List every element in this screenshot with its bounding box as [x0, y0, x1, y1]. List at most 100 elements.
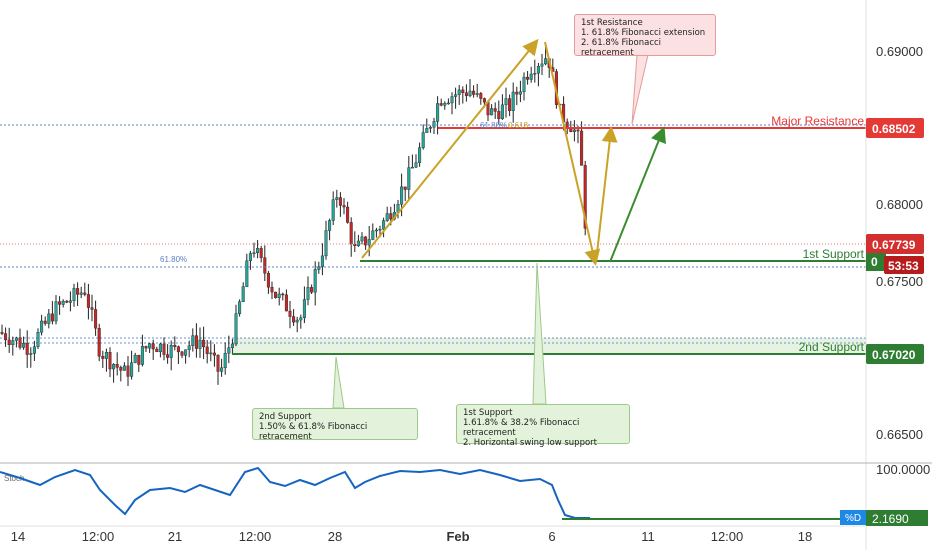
fib-extension-arrow-up [361, 38, 539, 259]
first-support-tag: 0 [866, 253, 886, 271]
candle-body [151, 343, 155, 350]
candle-body [119, 367, 123, 371]
target-arrow-gold [595, 126, 618, 263]
candle-body [439, 103, 443, 106]
resistance-fib-label: 61.80% [480, 121, 507, 130]
candle-body [187, 345, 191, 350]
svg-text:0.67739: 0.67739 [872, 238, 916, 252]
candle-body [223, 352, 227, 369]
candle-body [299, 317, 303, 321]
time-tick-label: 6 [548, 529, 555, 544]
candle-body [191, 335, 195, 346]
candle-body [36, 332, 40, 347]
candle-body [94, 309, 98, 329]
candle-body [421, 132, 425, 148]
svg-text:0.67020: 0.67020 [872, 348, 916, 362]
svg-text:0.68502: 0.68502 [872, 122, 916, 136]
candle-body [212, 352, 216, 356]
stoch-top-value: 100.0000 [876, 462, 930, 477]
price-axis[interactable] [866, 0, 932, 550]
candle-body [148, 343, 152, 349]
candle-body [468, 90, 472, 96]
candle-body [288, 310, 292, 317]
candle-body [256, 248, 260, 254]
candle-body [238, 301, 242, 314]
candle-body [356, 240, 360, 246]
countdown-tag: 53:53 [884, 256, 924, 274]
stoch-value-tag: 2.1690 [866, 510, 928, 526]
major-resistance-label: Major Resistance [771, 114, 864, 128]
first-support-note-line2: 2. Horizontal swing low support [463, 438, 597, 448]
candle-body [450, 96, 454, 104]
candle-body [40, 320, 44, 333]
second-support-tag: 0.67020 [866, 344, 924, 364]
candle-body [166, 354, 170, 358]
candle-body [133, 354, 137, 363]
candle-body [324, 230, 328, 257]
candle-body [284, 294, 288, 312]
resistance-note-title: 1st Resistance [581, 18, 643, 28]
candle-body [482, 98, 486, 103]
second-support-note-line1: 1.50% & 61.8% Fibonacci retracement [259, 422, 368, 442]
candle-body [310, 287, 314, 293]
candle-body [86, 294, 90, 308]
fib-retracement-arrow-down [544, 41, 601, 266]
candle-body [216, 355, 220, 372]
candle-body [140, 346, 144, 365]
price-pane[interactable] [0, 0, 866, 463]
candle-body [65, 300, 69, 303]
candle-body [18, 337, 22, 348]
first-support-note-title: 1st Support [463, 408, 513, 418]
svg-text:2.1690: 2.1690 [872, 512, 909, 526]
candle-body [58, 301, 62, 305]
second-support-note: 2nd Support 1.50% & 61.8% Fibonacci retr… [252, 408, 418, 442]
candle-body [320, 255, 324, 267]
candle-body [436, 103, 440, 122]
candle-body [403, 186, 407, 190]
first-support-note-line1: 1.61.8% & 38.2% Fibonacci retracement [463, 418, 580, 438]
stoch-badge: %D [840, 510, 866, 525]
time-tick-label: 12:00 [239, 529, 272, 544]
candle-body [144, 346, 148, 349]
first-support-note: 1st Support 1.61.8% & 38.2% Fibonacci re… [456, 404, 630, 448]
time-axis[interactable]: 14 12:00 21 12:00 28 Feb 6 11 12:00 18 [11, 529, 812, 544]
candle-body [526, 76, 530, 80]
price-tick-label: 0.68000 [876, 197, 923, 212]
candle-body [90, 307, 94, 310]
candle-body [173, 344, 177, 347]
time-tick-label: 21 [168, 529, 182, 544]
candle-body [108, 352, 112, 370]
resistance-note: 1st Resistance 1. 61.8% Fibonacci extens… [574, 14, 716, 58]
candle-body [364, 236, 368, 246]
candle-body [529, 73, 533, 80]
candle-body [371, 230, 375, 240]
candle-body [158, 343, 162, 353]
candle-body [349, 222, 353, 245]
candle-body [295, 319, 299, 323]
candle-body [583, 165, 587, 229]
candle-body [331, 199, 335, 221]
candle-body [443, 103, 447, 106]
candle-body [360, 236, 364, 242]
candle-body [493, 108, 497, 112]
svg-text:%D: %D [845, 513, 861, 524]
candle-body [72, 288, 76, 301]
candle-body [378, 228, 382, 231]
candle-body [374, 229, 378, 232]
candle-body [176, 346, 180, 353]
candle-body [266, 272, 270, 288]
price-tick-label: 0.69000 [876, 44, 923, 59]
second-support-note-title: 2nd Support [259, 412, 312, 422]
candle-body [302, 299, 306, 318]
candle-body [259, 248, 263, 258]
candle-body [209, 352, 213, 355]
candle-body [540, 63, 544, 67]
candle-body [50, 313, 54, 322]
candle-body [241, 286, 245, 302]
candle-body [25, 343, 29, 355]
candle-body [342, 205, 346, 208]
candle-body [410, 166, 414, 169]
candle-body [54, 301, 58, 322]
candle-body [68, 300, 72, 303]
